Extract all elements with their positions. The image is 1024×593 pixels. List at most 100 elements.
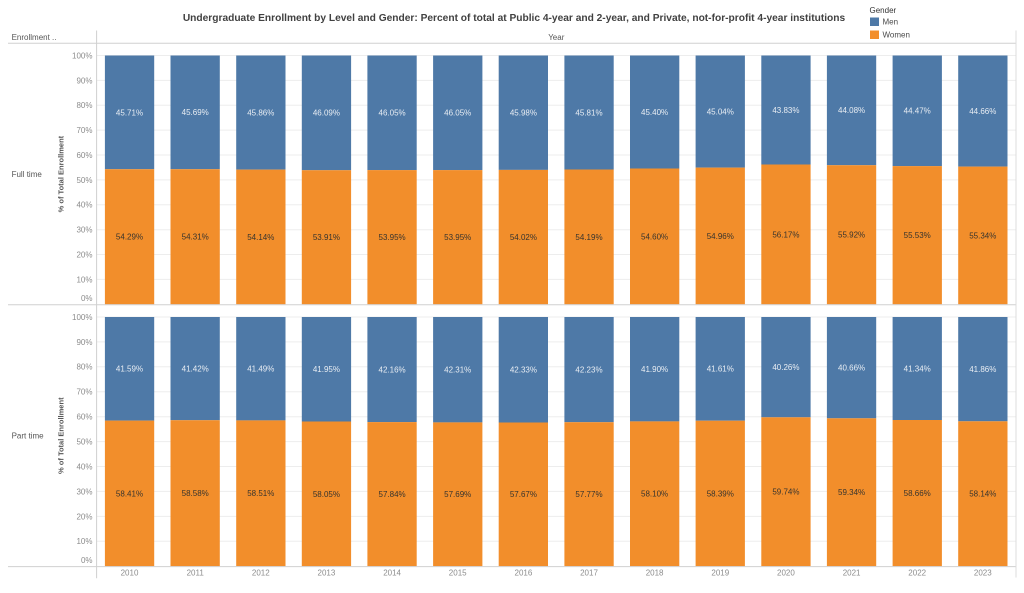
svg-text:41.34%: 41.34% bbox=[904, 364, 931, 373]
svg-text:50%: 50% bbox=[76, 438, 92, 447]
svg-text:58.10%: 58.10% bbox=[641, 490, 668, 499]
svg-text:30%: 30% bbox=[76, 487, 92, 496]
svg-text:60%: 60% bbox=[76, 413, 92, 422]
svg-text:0%: 0% bbox=[81, 294, 93, 303]
svg-text:45.69%: 45.69% bbox=[182, 108, 209, 117]
svg-text:57.69%: 57.69% bbox=[444, 490, 471, 499]
svg-text:42.31%: 42.31% bbox=[444, 366, 471, 375]
svg-text:41.95%: 41.95% bbox=[313, 365, 340, 374]
svg-text:45.98%: 45.98% bbox=[510, 109, 537, 118]
svg-text:2022: 2022 bbox=[908, 569, 926, 578]
svg-text:2021: 2021 bbox=[843, 569, 861, 578]
svg-text:0%: 0% bbox=[81, 556, 93, 565]
svg-text:2012: 2012 bbox=[252, 569, 270, 578]
svg-text:54.60%: 54.60% bbox=[641, 232, 668, 241]
svg-text:45.40%: 45.40% bbox=[641, 108, 668, 117]
svg-text:41.86%: 41.86% bbox=[969, 365, 996, 374]
svg-text:42.23%: 42.23% bbox=[575, 366, 602, 375]
svg-text:40%: 40% bbox=[76, 462, 92, 471]
svg-text:55.53%: 55.53% bbox=[904, 231, 931, 240]
svg-text:55.92%: 55.92% bbox=[838, 231, 865, 240]
svg-text:40%: 40% bbox=[76, 201, 92, 210]
svg-text:42.33%: 42.33% bbox=[510, 366, 537, 375]
svg-text:46.09%: 46.09% bbox=[313, 109, 340, 118]
svg-text:42.16%: 42.16% bbox=[379, 365, 406, 374]
svg-text:Women: Women bbox=[883, 31, 910, 40]
svg-text:% of Total Enrollment: % of Total Enrollment bbox=[57, 135, 66, 212]
svg-text:Gender: Gender bbox=[870, 6, 897, 15]
svg-text:45.04%: 45.04% bbox=[707, 107, 734, 116]
svg-text:54.31%: 54.31% bbox=[182, 233, 209, 242]
svg-text:Enrollment ..: Enrollment .. bbox=[12, 33, 57, 42]
svg-text:2019: 2019 bbox=[711, 569, 729, 578]
svg-text:44.47%: 44.47% bbox=[904, 107, 931, 116]
svg-text:20%: 20% bbox=[76, 250, 92, 259]
svg-text:10%: 10% bbox=[76, 537, 92, 546]
svg-text:90%: 90% bbox=[76, 338, 92, 347]
svg-text:2010: 2010 bbox=[121, 569, 139, 578]
svg-text:% of Total Enrollment: % of Total Enrollment bbox=[57, 397, 66, 474]
svg-text:54.02%: 54.02% bbox=[510, 233, 537, 242]
svg-text:30%: 30% bbox=[76, 226, 92, 235]
svg-text:55.34%: 55.34% bbox=[969, 231, 996, 240]
svg-text:54.19%: 54.19% bbox=[575, 233, 602, 242]
svg-text:41.90%: 41.90% bbox=[641, 365, 668, 374]
svg-text:2015: 2015 bbox=[449, 569, 467, 578]
svg-text:80%: 80% bbox=[76, 363, 92, 372]
svg-text:2020: 2020 bbox=[777, 569, 795, 578]
svg-text:2014: 2014 bbox=[383, 569, 401, 578]
svg-text:54.29%: 54.29% bbox=[116, 233, 143, 242]
svg-text:80%: 80% bbox=[76, 101, 92, 110]
svg-text:41.59%: 41.59% bbox=[116, 365, 143, 374]
svg-text:46.05%: 46.05% bbox=[444, 109, 471, 118]
svg-text:58.51%: 58.51% bbox=[247, 489, 274, 498]
svg-text:45.71%: 45.71% bbox=[116, 108, 143, 117]
svg-text:40.26%: 40.26% bbox=[772, 363, 799, 372]
svg-text:Men: Men bbox=[883, 18, 899, 27]
svg-text:50%: 50% bbox=[76, 176, 92, 185]
svg-text:2018: 2018 bbox=[646, 569, 664, 578]
svg-text:59.74%: 59.74% bbox=[772, 488, 799, 497]
svg-text:58.39%: 58.39% bbox=[707, 489, 734, 498]
svg-text:57.77%: 57.77% bbox=[575, 490, 602, 499]
svg-text:41.49%: 41.49% bbox=[247, 365, 274, 374]
svg-text:45.81%: 45.81% bbox=[575, 108, 602, 117]
svg-text:44.08%: 44.08% bbox=[838, 106, 865, 115]
svg-text:90%: 90% bbox=[76, 76, 92, 85]
svg-text:Part time: Part time bbox=[12, 432, 45, 441]
svg-text:2013: 2013 bbox=[318, 569, 336, 578]
svg-text:58.58%: 58.58% bbox=[182, 489, 209, 498]
svg-text:41.42%: 41.42% bbox=[182, 365, 209, 374]
svg-text:58.66%: 58.66% bbox=[904, 489, 931, 498]
svg-text:45.86%: 45.86% bbox=[247, 108, 274, 117]
svg-text:59.34%: 59.34% bbox=[838, 488, 865, 497]
svg-text:2017: 2017 bbox=[580, 569, 598, 578]
svg-text:40.66%: 40.66% bbox=[838, 364, 865, 373]
svg-text:43.83%: 43.83% bbox=[772, 106, 799, 115]
svg-text:Undergraduate Enrollment by Le: Undergraduate Enrollment by Level and Ge… bbox=[183, 13, 846, 24]
svg-text:2023: 2023 bbox=[974, 569, 992, 578]
svg-text:70%: 70% bbox=[76, 388, 92, 397]
svg-text:46.05%: 46.05% bbox=[379, 109, 406, 118]
svg-text:54.96%: 54.96% bbox=[707, 232, 734, 241]
svg-text:10%: 10% bbox=[76, 275, 92, 284]
svg-text:20%: 20% bbox=[76, 512, 92, 521]
svg-text:Full time: Full time bbox=[12, 170, 43, 179]
svg-text:60%: 60% bbox=[76, 151, 92, 160]
svg-text:56.17%: 56.17% bbox=[772, 230, 799, 239]
svg-text:41.61%: 41.61% bbox=[707, 365, 734, 374]
svg-text:58.05%: 58.05% bbox=[313, 490, 340, 499]
svg-text:2011: 2011 bbox=[187, 569, 205, 578]
svg-text:100%: 100% bbox=[72, 313, 92, 322]
svg-text:70%: 70% bbox=[76, 126, 92, 135]
svg-text:58.14%: 58.14% bbox=[969, 490, 996, 499]
svg-text:54.14%: 54.14% bbox=[247, 233, 274, 242]
svg-text:2016: 2016 bbox=[515, 569, 533, 578]
svg-text:53.95%: 53.95% bbox=[379, 233, 406, 242]
svg-text:53.91%: 53.91% bbox=[313, 233, 340, 242]
svg-text:57.84%: 57.84% bbox=[379, 490, 406, 499]
svg-text:44.66%: 44.66% bbox=[969, 107, 996, 116]
svg-text:53.95%: 53.95% bbox=[444, 233, 471, 242]
svg-text:Year: Year bbox=[548, 33, 565, 42]
svg-text:57.67%: 57.67% bbox=[510, 490, 537, 499]
